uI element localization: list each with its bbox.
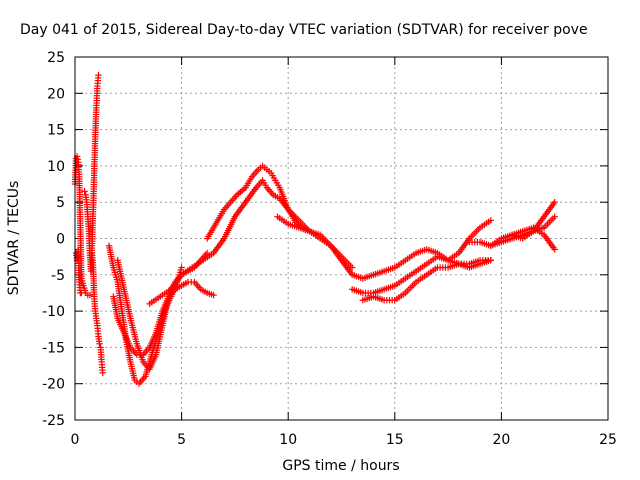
y-tick-label: 10 — [47, 159, 65, 175]
x-tick-label: 15 — [386, 432, 404, 448]
x-tick-label: 20 — [492, 432, 510, 448]
x-tick-label: 5 — [177, 432, 186, 448]
data-point — [81, 188, 88, 195]
y-tick-label: 15 — [47, 123, 65, 139]
x-tick-label: 25 — [599, 432, 617, 448]
data-point — [551, 246, 558, 253]
grid-layer — [75, 57, 608, 420]
y-tick-label: 20 — [47, 86, 65, 102]
y-tick-label: -15 — [42, 340, 65, 356]
tick-layer: 0 5 10 15 20 25 -25 -20 -15 -10 -5 0 5 10 15 20 25 — [42, 50, 617, 448]
y-tick-label: -20 — [42, 377, 65, 393]
data-point — [551, 213, 558, 220]
x-tick-label: 0 — [71, 432, 80, 448]
y-tick-label: 5 — [56, 195, 65, 211]
y-tick-label: -25 — [42, 413, 65, 429]
data-point — [487, 257, 494, 264]
data-point — [86, 291, 94, 299]
y-tick-label: 25 — [47, 50, 65, 66]
plot-frame — [74, 56, 609, 421]
data-point — [178, 264, 185, 271]
x-tick-label: 10 — [279, 432, 297, 448]
chart-title: Day 041 of 2015, Sidereal Day-to-day VTE… — [20, 22, 588, 38]
y-tick-label: -5 — [51, 268, 65, 284]
y-axis-label: SDTVAR / TECUs — [6, 181, 22, 296]
marker-layer — [71, 71, 558, 387]
label-layer: Day 041 of 2015, Sidereal Day-to-day VTE… — [6, 22, 588, 474]
data-point — [551, 199, 558, 206]
y-tick-label: -10 — [42, 304, 65, 320]
x-axis-label: GPS time / hours — [282, 458, 399, 474]
data-point — [487, 217, 494, 224]
y-tick-label: 0 — [56, 232, 65, 248]
data-point — [96, 340, 103, 347]
data-point — [99, 369, 106, 377]
data-point — [210, 291, 217, 299]
data-point — [95, 71, 102, 79]
data-point — [78, 289, 85, 297]
